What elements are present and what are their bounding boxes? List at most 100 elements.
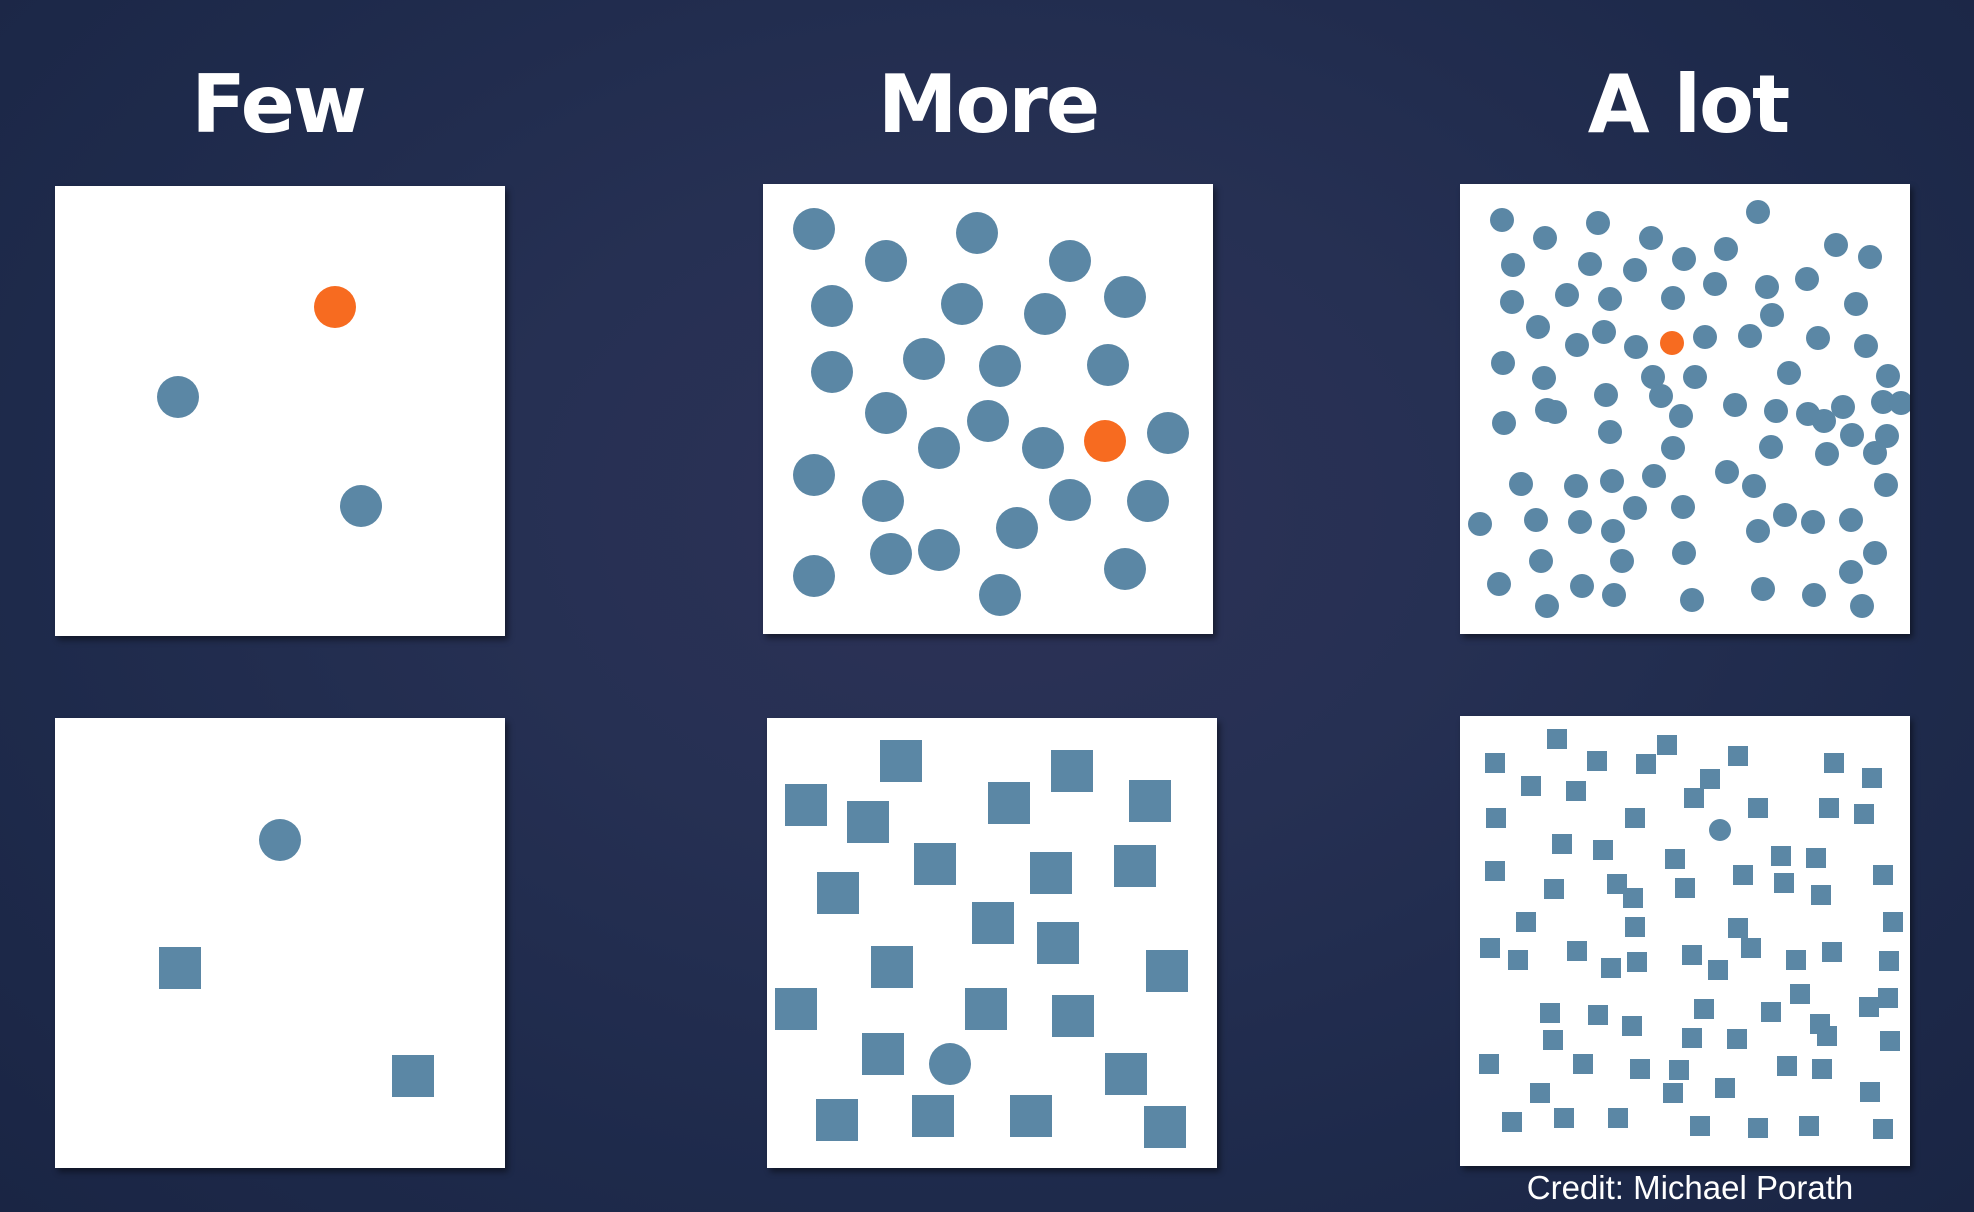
blue-circle	[1532, 366, 1556, 390]
blue-circle	[811, 351, 853, 393]
blue-circle	[1661, 286, 1685, 310]
blue-circle	[1672, 247, 1696, 271]
blue-circle	[1863, 541, 1887, 565]
blue-square	[1728, 746, 1748, 766]
blue-square	[1822, 942, 1842, 962]
blue-circle	[1831, 395, 1855, 419]
blue-square	[1486, 808, 1506, 828]
blue-circle	[1672, 541, 1696, 565]
blue-circle	[1598, 420, 1622, 444]
blue-circle	[1610, 549, 1634, 573]
blue-circle	[996, 507, 1038, 549]
blue-square	[1554, 1108, 1574, 1128]
blue-circle	[1529, 549, 1553, 573]
blue-circle	[918, 529, 960, 571]
blue-square	[1860, 1082, 1880, 1102]
blue-circle	[918, 427, 960, 469]
blue-circle	[1526, 315, 1550, 339]
blue-square	[1622, 1016, 1642, 1036]
blue-square	[880, 740, 922, 782]
blue-square	[1700, 769, 1720, 789]
blue-square	[392, 1055, 434, 1097]
blue-square	[1733, 865, 1753, 885]
blue-circle	[862, 480, 904, 522]
blue-square	[1690, 1116, 1710, 1136]
blue-square	[1543, 1030, 1563, 1050]
blue-square	[1873, 1119, 1893, 1139]
blue-square	[1786, 950, 1806, 970]
blue-circle	[1714, 237, 1738, 261]
blue-circle	[1815, 442, 1839, 466]
blue-square	[1675, 878, 1695, 898]
blue-circle	[1487, 572, 1511, 596]
blue-circle	[1642, 464, 1666, 488]
blue-square	[1862, 768, 1882, 788]
blue-square	[1879, 951, 1899, 971]
blue-square	[1859, 997, 1879, 1017]
blue-circle	[1680, 588, 1704, 612]
blue-square	[1030, 852, 1072, 894]
blue-circle	[1624, 335, 1648, 359]
blue-circle	[1600, 469, 1624, 493]
blue-square	[1485, 753, 1505, 773]
blue-circle	[793, 454, 835, 496]
blue-square	[1811, 885, 1831, 905]
blue-circle	[1468, 512, 1492, 536]
heading-a-lot: A lot	[1587, 58, 1790, 151]
blue-circle	[811, 285, 853, 327]
blue-square	[1521, 776, 1541, 796]
blue-circle	[793, 208, 835, 250]
blue-circle	[1839, 560, 1863, 584]
orange-target-circle	[314, 286, 356, 328]
blue-square	[775, 988, 817, 1030]
blue-circle	[1723, 393, 1747, 417]
blue-square	[1708, 960, 1728, 980]
blue-square	[1485, 861, 1505, 881]
blue-circle	[1802, 583, 1826, 607]
blue-square	[1715, 1078, 1735, 1098]
blue-circle	[1801, 510, 1825, 534]
blue-circle	[1858, 245, 1882, 269]
blue-square	[1873, 865, 1893, 885]
blue-circle	[1760, 303, 1784, 327]
blue-circle	[1598, 287, 1622, 311]
blue-circle	[1693, 325, 1717, 349]
blue-square	[1790, 984, 1810, 1004]
blue-circle	[793, 555, 835, 597]
blue-square	[1748, 1118, 1768, 1138]
blue-circle	[1773, 503, 1797, 527]
blue-circle	[1104, 548, 1146, 590]
blue-circle	[956, 212, 998, 254]
blue-square	[1771, 846, 1791, 866]
blue-square	[1544, 879, 1564, 899]
blue-circle	[1570, 574, 1594, 598]
blue-square	[1727, 1029, 1747, 1049]
blue-circle	[1535, 398, 1559, 422]
blue-circle	[1671, 495, 1695, 519]
blue-square	[1824, 753, 1844, 773]
blue-circle	[979, 345, 1021, 387]
blue-circle	[1777, 361, 1801, 385]
blue-circle	[1623, 496, 1647, 520]
blue-square	[1817, 1026, 1837, 1046]
blue-circle	[941, 283, 983, 325]
blue-circle	[1875, 424, 1899, 448]
blue-circle	[1500, 290, 1524, 314]
blue-circle	[1669, 404, 1693, 428]
blue-square	[988, 782, 1030, 824]
blue-circle	[1649, 384, 1673, 408]
blue-circle	[1812, 409, 1836, 433]
blue-square	[816, 1099, 858, 1141]
panel-few-color-dots	[157, 286, 382, 527]
blue-circle	[865, 240, 907, 282]
blue-target-circle	[1709, 819, 1731, 841]
blue-circle	[1564, 474, 1588, 498]
blue-square	[1819, 798, 1839, 818]
panel-alot-color	[1460, 184, 1910, 634]
blue-square	[817, 872, 859, 914]
blue-circle	[1863, 441, 1887, 465]
blue-square	[1573, 1054, 1593, 1074]
blue-square	[912, 1095, 954, 1137]
blue-square	[1566, 781, 1586, 801]
blue-square	[1037, 922, 1079, 964]
